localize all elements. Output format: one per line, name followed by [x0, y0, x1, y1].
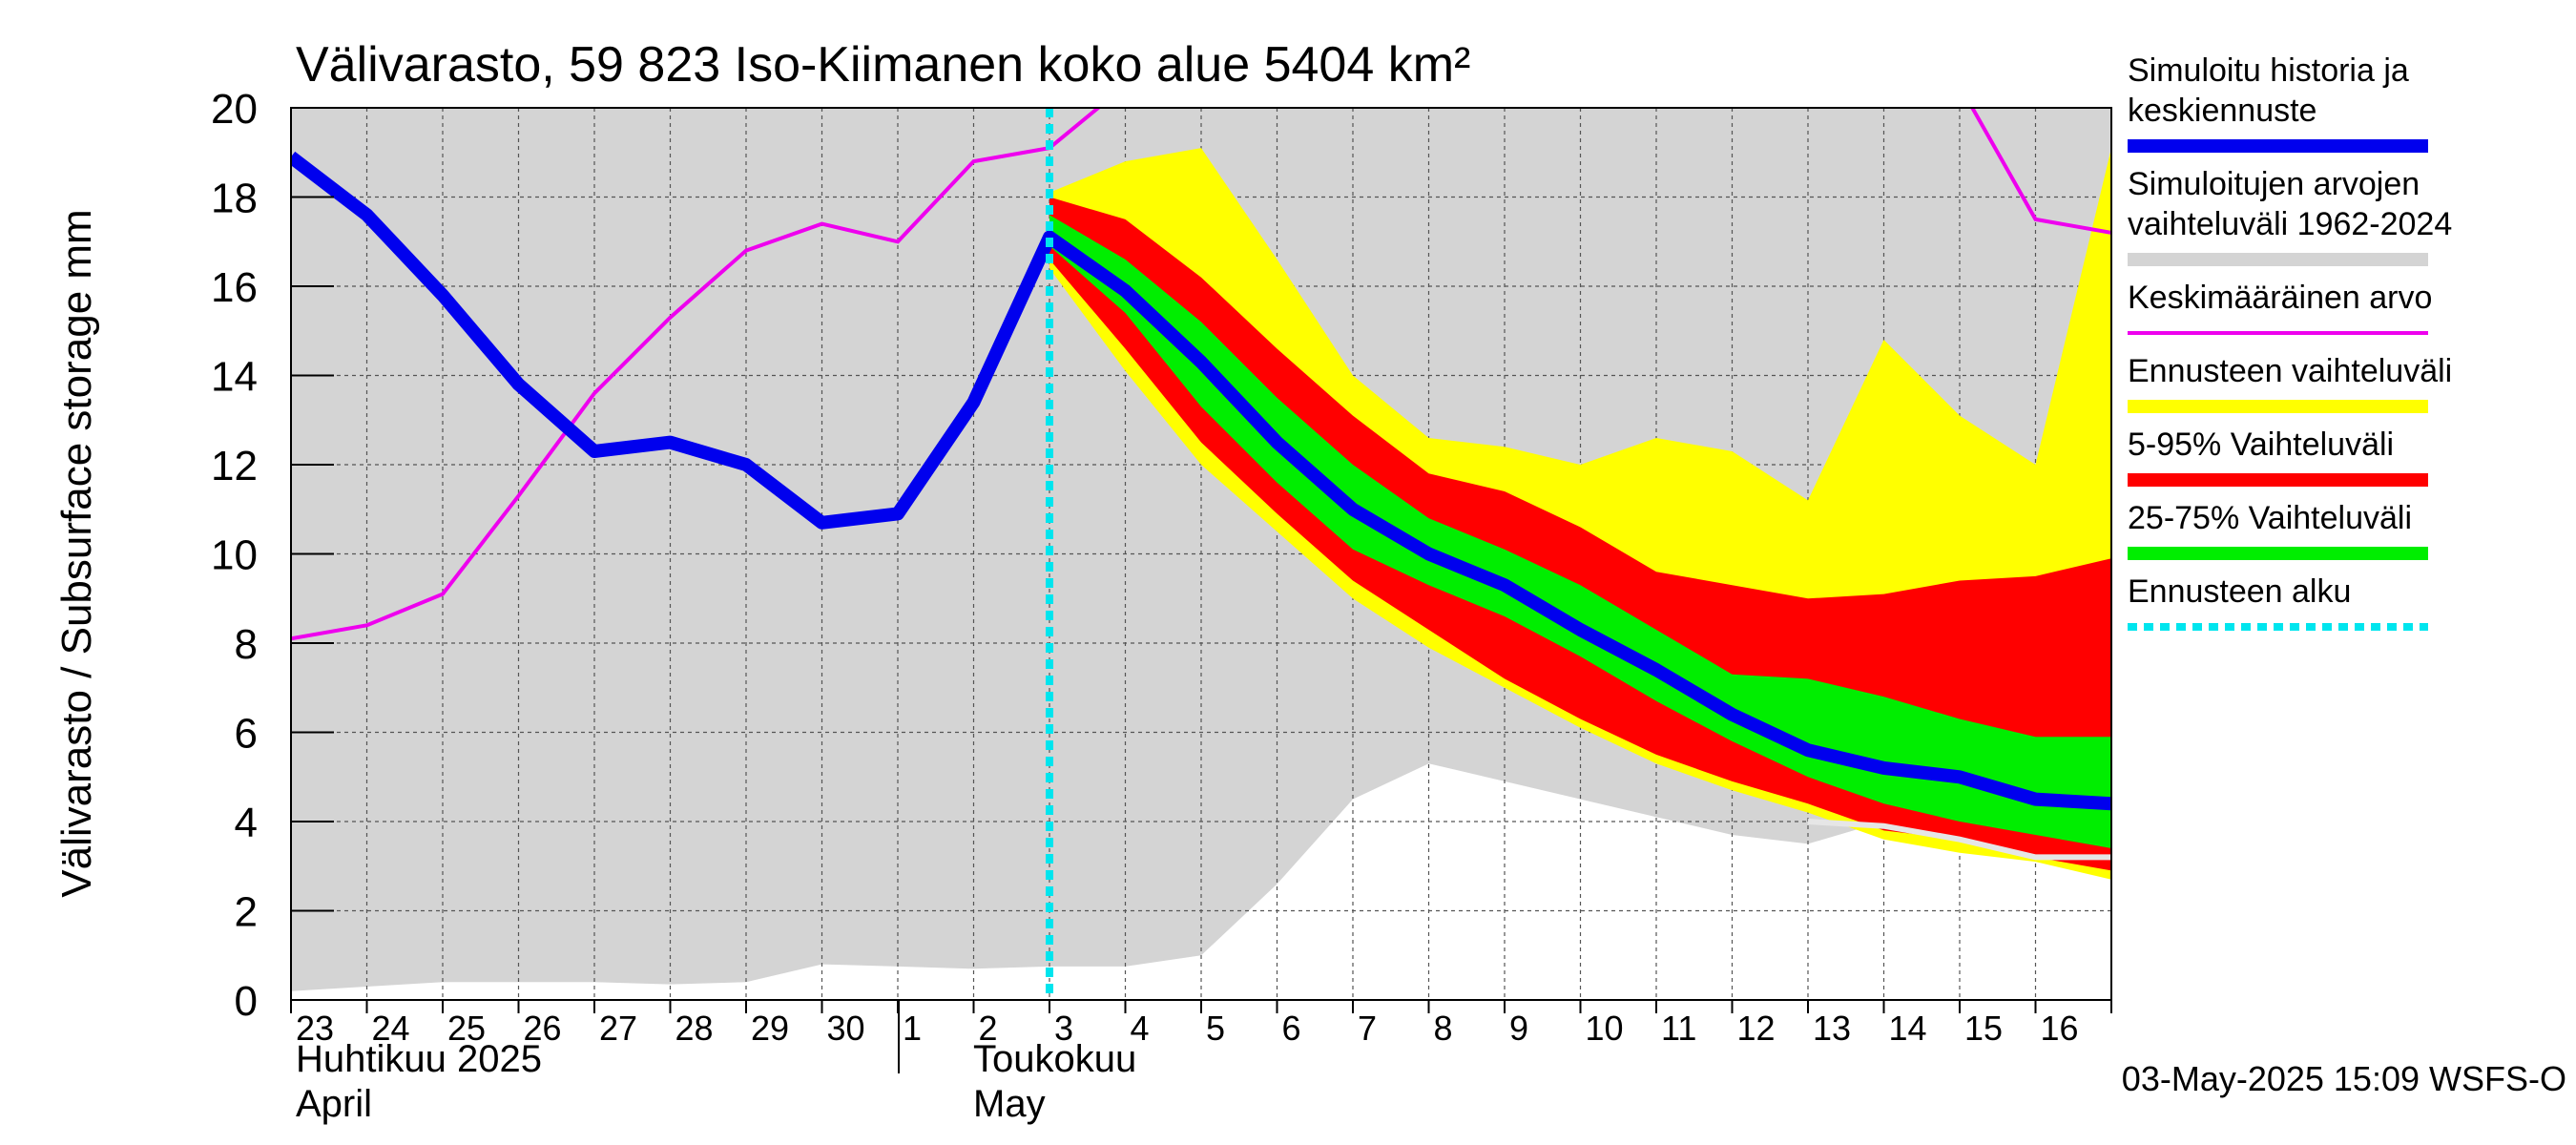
y-tick-label: 10 — [211, 532, 258, 579]
legend-label: 5-95% Vaihteluväli — [2128, 427, 2394, 463]
month-label-april-fi: Huhtikuu 2025 — [296, 1038, 542, 1080]
x-tick-label: 9 — [1509, 1009, 1528, 1048]
x-tick-label: 24 — [372, 1009, 410, 1048]
x-tick-label: 2 — [979, 1009, 998, 1048]
footer-timestamp: 03-May-2025 15:09 WSFS-O — [2122, 1059, 2566, 1098]
x-tick-label: 25 — [447, 1009, 486, 1048]
median-line — [291, 151, 2111, 811]
x-tick-label: 12 — [1737, 1009, 1776, 1048]
low-reference-line — [1807, 819, 2111, 861]
y-tick-label: 0 — [235, 978, 258, 1025]
x-tick-label: 4 — [1131, 1009, 1150, 1048]
legend-label: Simuloitujen arvojen — [2128, 166, 2420, 202]
x-tick-label: 5 — [1206, 1009, 1225, 1048]
month-label-may-fi: Toukokuu — [973, 1038, 1136, 1080]
legend-label: Ennusteen alku — [2128, 573, 2351, 610]
x-axis: 23 24 25 26 27 28 29 30 1 2 3 4 5 6 7 8 9 10 11 12 13 14 15 16 — [290, 1000, 2112, 1048]
p25-75-band — [1049, 215, 2111, 848]
legend-label: Simuloitu historia ja — [2128, 52, 2409, 89]
legend-label: vaihteluväli 1962-2024 — [2128, 206, 2452, 242]
x-tick-label: 26 — [524, 1009, 562, 1048]
x-tick-label: 6 — [1282, 1009, 1301, 1048]
legend-label: keskiennuste — [2128, 93, 2316, 129]
x-tick-label: 23 — [296, 1009, 334, 1048]
x-tick-label: 10 — [1586, 1009, 1624, 1048]
y-tick-label: 8 — [235, 621, 258, 668]
legend: Simuloitu historia ja keskiennuste Simuloi… — [2128, 52, 2452, 631]
x-tick-label: 14 — [1889, 1009, 1927, 1048]
x-tick-label: 28 — [675, 1009, 714, 1048]
y-tick-label: 2 — [235, 889, 258, 936]
x-tick-label: 8 — [1434, 1009, 1453, 1048]
y-axis-label: Välivarasto / Subsurface storage mm — [53, 209, 100, 897]
y-tick-label: 14 — [211, 354, 258, 401]
x-tick-label: 15 — [1964, 1009, 2003, 1048]
x-tick-label: 3 — [1054, 1009, 1073, 1048]
x-tick-label: 11 — [1661, 1009, 1696, 1048]
mean-line — [291, 108, 2111, 641]
y-tick-label: 4 — [235, 800, 258, 846]
x-tick-label: 7 — [1358, 1009, 1377, 1048]
historical-range-band — [291, 108, 2111, 991]
x-tick-label: 13 — [1813, 1009, 1851, 1048]
x-tick-label: 29 — [751, 1009, 789, 1048]
month-label-may-en: May — [973, 1083, 1046, 1125]
legend-label: 25-75% Vaihteluväli — [2128, 500, 2412, 536]
y-tick-label: 16 — [211, 264, 258, 311]
x-tick-label: 16 — [2041, 1009, 2079, 1048]
y-tick-label: 6 — [235, 711, 258, 758]
x-tick-label: 30 — [827, 1009, 865, 1048]
x-tick-label: 27 — [599, 1009, 637, 1048]
legend-label: Ennusteen vaihteluväli — [2128, 353, 2452, 389]
x-tick-label: 1 — [903, 1009, 922, 1048]
legend-label: Keskimääräinen arvo — [2128, 280, 2432, 316]
month-label-april-en: April — [296, 1083, 372, 1125]
y-axis: 0 2 4 6 8 10 12 14 16 18 20 — [211, 86, 334, 1025]
y-tick-label: 20 — [211, 86, 258, 133]
chart-title: Välivarasto, 59 823 Iso-Kiimanen koko al… — [296, 37, 1470, 93]
y-tick-label: 12 — [211, 443, 258, 489]
y-tick-label: 18 — [211, 176, 258, 222]
